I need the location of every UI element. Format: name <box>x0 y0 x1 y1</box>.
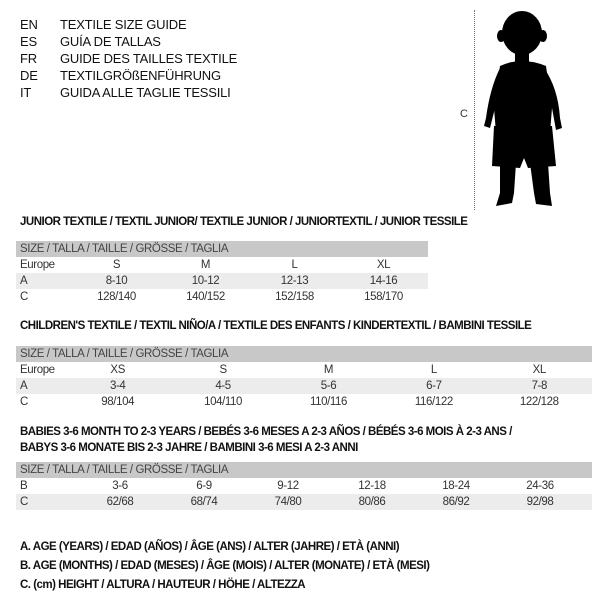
legend-item-b: B. AGE (MONTHS) / EDAD (MESES) / ÂGE (MO… <box>20 560 430 572</box>
lang-row-fr: FR GUIDE DES TAILLES TEXTILE <box>20 51 238 66</box>
table-row: C 62/68 68/74 74/80 80/86 86/92 92/98 <box>16 494 593 510</box>
babies-section-title-line2: BABYS 3-6 MONATE BIS 2-3 JAHRE / BAMBINI… <box>20 442 358 454</box>
legend: A. AGE (YEARS) / EDAD (AÑOS) / ÂGE (ANS)… <box>20 538 430 595</box>
lang-row-de: DE TEXTILGRÖßENFÜHRUNG <box>20 68 221 83</box>
junior-section-title: JUNIOR TEXTILE / TEXTIL JUNIOR/ TEXTILE … <box>20 216 468 228</box>
table-row: A 3-4 4-5 5-6 6-7 7-8 <box>16 378 592 394</box>
children-section-title: CHILDREN'S TEXTILE / TEXTIL NIÑO/A / TEX… <box>20 320 532 332</box>
table-header: SIZE / TALLA / TAILLE / GRÖSSE / TAGLIA <box>16 241 428 257</box>
table-row: Europe XS S M L XL <box>20 364 546 376</box>
table-row: A 8-10 10-12 12-13 14-16 <box>16 273 428 289</box>
table-row: C 98/104 104/110 110/116 116/122 122/128 <box>20 396 559 408</box>
table-row: B 3-6 6-9 9-12 12-18 18-24 24-36 <box>20 480 554 492</box>
table-row: C 128/140 140/152 152/158 158/170 <box>20 291 403 303</box>
lang-row-es: ES GUÍA DE TALLAS <box>20 34 161 49</box>
language-titles: EN TEXTILE SIZE GUIDE ES GUÍA DE TALLAS FR… <box>20 16 237 101</box>
height-marker-label: C <box>460 108 468 120</box>
table-row: Europe S M L XL <box>20 259 391 271</box>
height-dotted-line <box>474 10 475 210</box>
lang-row-it: IT GUIDA ALLE TAGLIE TESSILI <box>20 85 231 100</box>
legend-item-a: A. AGE (YEARS) / EDAD (AÑOS) / ÂGE (ANS)… <box>20 541 400 553</box>
babies-section-title-line1: BABIES 3-6 MONTH TO 2-3 YEARS / BEBÉS 3-… <box>20 426 512 438</box>
lang-row-en: EN TEXTILE SIZE GUIDE <box>20 17 187 32</box>
babies-size-table: SIZE / TALLA / TAILLE / GRÖSSE / TAGLIA … <box>16 462 593 510</box>
table-header: SIZE / TALLA / TAILLE / GRÖSSE / TAGLIA <box>16 346 592 362</box>
legend-item-c: C. (cm) HEIGHT / ALTURA / HAUTEUR / HÖHE… <box>20 579 306 591</box>
table-header: SIZE / TALLA / TAILLE / GRÖSSE / TAGLIA <box>16 462 593 478</box>
baby-silhouette-icon <box>484 11 562 206</box>
junior-size-table: SIZE / TALLA / TAILLE / GRÖSSE / TAGLIA … <box>16 241 428 305</box>
children-size-table: SIZE / TALLA / TAILLE / GRÖSSE / TAGLIA … <box>16 346 592 410</box>
